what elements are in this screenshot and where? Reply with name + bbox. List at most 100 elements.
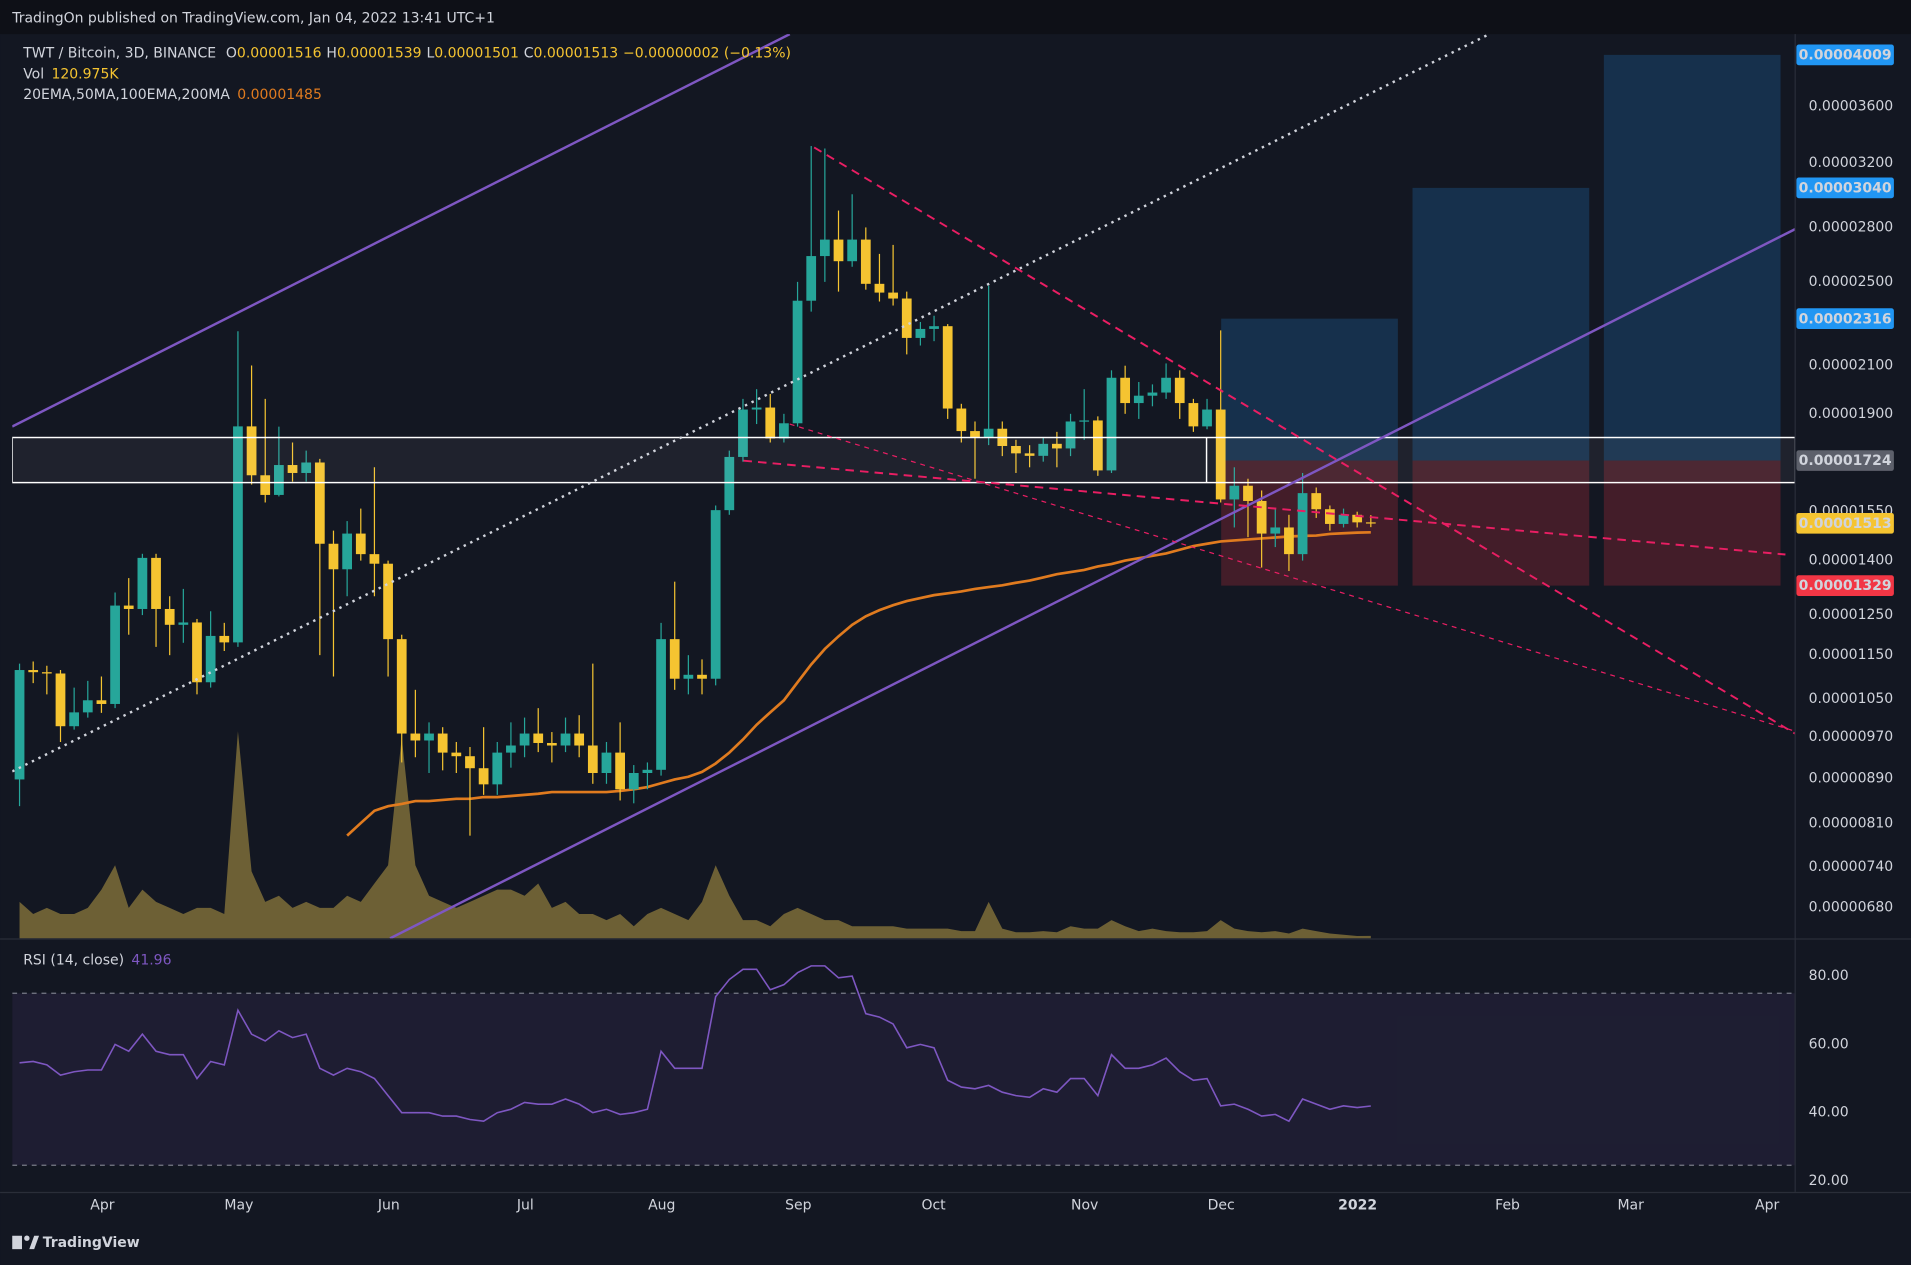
ohlc-letter: L — [426, 46, 434, 62]
x-tick-label: 2022 — [1338, 1197, 1377, 1213]
candle-body — [82, 700, 93, 713]
candle-body — [1229, 485, 1240, 500]
legend-volume: Vol 120.975K — [23, 66, 119, 82]
candle-body — [314, 462, 325, 544]
price-tag-label: 0.00002316 — [1799, 311, 1892, 327]
candle-body — [274, 465, 284, 495]
ohlc-value: 0.00001539 — [337, 46, 422, 62]
y-tick-label: 0.00001400 — [1809, 553, 1894, 569]
y-tick-label: 0.00000680 — [1809, 900, 1894, 916]
volume-area — [19, 731, 1371, 939]
candle-body — [492, 752, 503, 785]
candle-body — [328, 543, 339, 570]
candle-body — [164, 608, 175, 625]
candle-body — [342, 533, 353, 570]
candle-body — [478, 768, 489, 785]
candle-body — [219, 635, 230, 643]
candle-body — [560, 733, 571, 746]
candle-body — [69, 712, 80, 727]
y-tick-label: 0.00000740 — [1809, 859, 1894, 875]
candle-body — [1215, 409, 1226, 500]
price-tag-label: 0.00004009 — [1799, 48, 1892, 64]
candle-body — [697, 674, 707, 679]
trend-line — [12, 34, 1490, 773]
candle-body — [1011, 445, 1021, 454]
y-tick-label: 0.00001900 — [1809, 406, 1894, 422]
candle-body — [424, 733, 434, 741]
candle-body — [1188, 403, 1199, 427]
candles — [14, 145, 1376, 836]
candle-body — [888, 292, 898, 299]
rsi-value: 41.96 — [131, 952, 171, 968]
ma-name: 20EMA,50MA,100EMA,200MA — [23, 87, 230, 103]
candle-body — [287, 465, 298, 473]
y-tick-label: 0.00002800 — [1809, 219, 1894, 235]
candle-body — [915, 328, 926, 338]
candle-body — [710, 510, 721, 679]
candle-body — [751, 407, 762, 410]
price-tag — [1796, 44, 1894, 66]
price-tag — [1796, 450, 1894, 471]
candle-body — [396, 639, 407, 734]
candle-body — [437, 733, 448, 753]
price-tag — [1796, 177, 1894, 199]
ohlc-value: 0.00001516 — [237, 46, 322, 62]
volume-pane — [19, 731, 1371, 939]
y-tick-label: 0.00001050 — [1809, 691, 1894, 707]
y-tick-label: 0.00000890 — [1809, 770, 1894, 786]
x-tick-label: Feb — [1495, 1197, 1520, 1213]
candle-body — [301, 462, 312, 473]
rsi-tick-label: 40.00 — [1809, 1105, 1849, 1121]
brand-logo — [12, 1235, 40, 1250]
candle-body — [642, 769, 653, 774]
x-tick-label: Dec — [1208, 1197, 1235, 1213]
candle-body — [192, 622, 202, 683]
price-tag-label: 0.00003040 — [1799, 181, 1892, 197]
volume-value: 120.975K — [51, 66, 119, 82]
top-bar — [0, 0, 1911, 35]
candle-body — [1038, 443, 1049, 456]
candle-body — [656, 639, 666, 770]
candle-body — [983, 428, 994, 438]
logo-part — [24, 1235, 30, 1241]
candle-body — [28, 670, 39, 673]
candle-body — [410, 733, 421, 741]
candle-body — [860, 239, 871, 284]
candle-body — [628, 773, 639, 790]
change: −0.00000002 (−0.13%) — [623, 46, 791, 62]
candle-body — [601, 752, 612, 774]
y-tick-label: 0.00001150 — [1809, 647, 1894, 663]
logo-part — [29, 1235, 40, 1250]
ohlc-value: 0.00001513 — [534, 46, 619, 62]
candle-body — [1243, 485, 1253, 501]
candle-body — [110, 605, 120, 704]
rsi-name: RSI (14, close) — [23, 952, 124, 968]
candle-body — [260, 475, 271, 495]
trend-line — [813, 146, 1796, 735]
candle-body — [669, 639, 680, 679]
candle-body — [451, 752, 462, 757]
ma-value: 0.00001485 — [237, 87, 322, 103]
candle-body — [1202, 409, 1212, 427]
candle-body — [779, 423, 789, 439]
rsi-tick-label: 20.00 — [1809, 1173, 1849, 1189]
x-tick-label: Sep — [785, 1197, 812, 1213]
candle-body — [41, 672, 52, 674]
candle-body — [1092, 420, 1103, 471]
candle-body — [847, 239, 858, 262]
candle-body — [738, 409, 748, 457]
candle-body — [123, 605, 134, 609]
candle-body — [819, 239, 830, 257]
ohlc-letter: H — [326, 46, 337, 62]
x-tick-label: Apr — [90, 1197, 114, 1213]
candle-body — [546, 742, 557, 746]
rsi-band-fill — [12, 993, 1796, 1166]
price-tag — [1796, 308, 1894, 330]
candle-body — [383, 563, 393, 640]
candle-body — [233, 426, 243, 643]
y-tick-label: 0.00000810 — [1809, 816, 1894, 832]
candle-body — [1106, 377, 1117, 471]
candle-body — [615, 752, 625, 790]
